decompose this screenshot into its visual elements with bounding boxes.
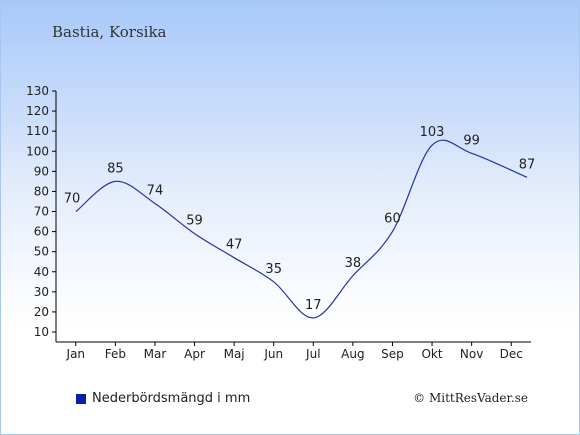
y-tick-label: 40 [34, 265, 49, 279]
x-tick-label: Jan [66, 347, 86, 361]
y-tick-label: 120 [26, 104, 49, 118]
y-tick-label: 80 [34, 184, 49, 198]
y-tick-label: 110 [26, 124, 49, 138]
x-tick-label: Nov [460, 347, 483, 361]
y-tick-label: 90 [34, 164, 49, 178]
y-tick-label: 60 [34, 225, 49, 239]
legend-swatch [76, 393, 86, 404]
x-tick-label: Jul [305, 347, 320, 361]
data-label: 38 [345, 256, 362, 271]
x-tick-label: Maj [224, 347, 245, 361]
y-tick-label: 50 [34, 245, 49, 259]
copyright-text: © MittResVader.se [413, 391, 528, 405]
data-label: 17 [305, 298, 322, 313]
data-label: 74 [147, 183, 164, 198]
x-tick-label: Feb [105, 347, 126, 361]
x-tick-label: Okt [421, 347, 442, 361]
y-tick-label: 130 [26, 84, 49, 98]
y-tick-label: 20 [34, 305, 49, 319]
x-tick-label: Aug [341, 347, 364, 361]
data-label: 35 [265, 262, 282, 277]
x-tick-label: Jun [263, 347, 283, 361]
y-tick-label: 70 [34, 205, 49, 219]
y-tick-label: 10 [34, 325, 49, 339]
data-label: 47 [226, 238, 243, 253]
legend: Nederbördsmängd i mm [76, 391, 250, 406]
legend-label: Nederbördsmängd i mm [92, 391, 251, 406]
x-tick-label: Sep [381, 347, 404, 361]
data-label: 59 [186, 214, 203, 229]
y-tick-label: 100 [26, 144, 49, 158]
data-label: 70 [64, 192, 81, 207]
page-title: Bastia, Korsika [52, 23, 167, 41]
series-line [75, 139, 528, 319]
data-label: 85 [107, 161, 124, 176]
x-tick-label: Apr [184, 347, 205, 361]
y-tick-label: 30 [34, 285, 49, 299]
x-tick-label: Dec [500, 347, 523, 361]
data-label: 60 [384, 212, 401, 227]
x-tick-label: Mar [144, 347, 167, 361]
data-label: 103 [420, 125, 445, 140]
data-label: 99 [463, 133, 480, 148]
data-label: 87 [519, 157, 536, 172]
